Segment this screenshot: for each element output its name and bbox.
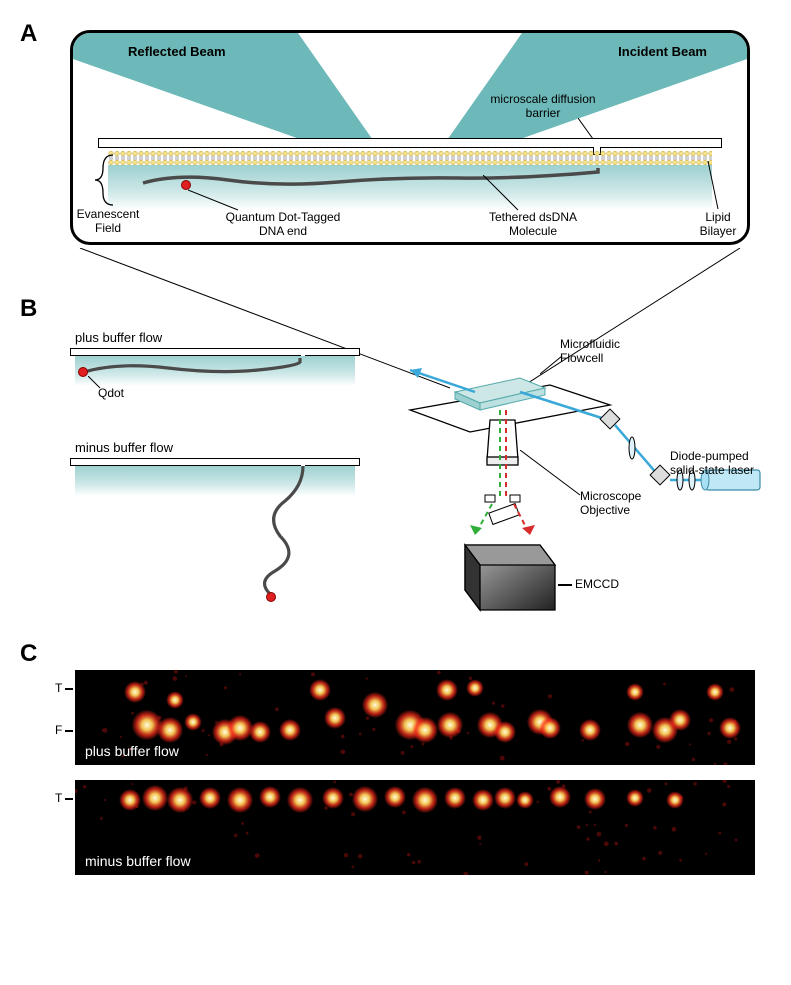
- tickline-t-minus: [65, 798, 73, 800]
- barrier-label: microscale diffusion barrier: [473, 93, 613, 121]
- tethered-label: Tethered dsDNA Molecule: [473, 211, 593, 239]
- glass-slide: [98, 138, 722, 148]
- plus-dna: [78, 358, 308, 388]
- c-minus-label: minus buffer flow: [85, 853, 191, 869]
- figure-root: A Reflected Beam Incident Beam microscal…: [20, 20, 771, 965]
- plus-slide: [70, 348, 360, 356]
- objective-label: Microscope Objective: [580, 490, 670, 518]
- tickline-t-plus: [65, 688, 73, 690]
- objective-leader: [520, 450, 585, 500]
- qdot-label: Quantum Dot-Tagged DNA end: [213, 211, 353, 239]
- minus-qdot: [266, 592, 276, 602]
- reflected-beam-label: Reflected Beam: [128, 45, 226, 60]
- camera-leader: [558, 584, 572, 586]
- tick-f-plus: F: [55, 723, 62, 737]
- c-plus-label: plus buffer flow: [85, 743, 179, 759]
- flowcell-leader: [540, 356, 565, 376]
- panel-label-a: A: [20, 20, 37, 48]
- minus-flow-title: minus buffer flow: [75, 440, 173, 455]
- camera-label: EMCCD: [575, 578, 635, 592]
- tick-t-plus: T: [55, 681, 62, 695]
- panel-a-box: Reflected Beam Incident Beam microscale …: [70, 30, 750, 245]
- plus-qdot: [78, 367, 88, 377]
- tickline-f-plus: [65, 730, 73, 732]
- evfield-brace: [93, 153, 123, 208]
- lipid-leader: [693, 161, 733, 211]
- panel-c-plus-image: plus buffer flow: [75, 670, 755, 765]
- panel-c-minus-image: minus buffer flow: [75, 780, 755, 875]
- incident-beam-label: Incident Beam: [618, 45, 707, 60]
- laser-label: Diode-pumped solid-state laser: [670, 450, 780, 478]
- lipid-label: Lipid Bilayer: [688, 211, 748, 239]
- lipid-bilayer: [108, 151, 712, 165]
- evfield-label: Evanescent Field: [70, 208, 148, 236]
- tethered-leader: [483, 175, 523, 213]
- minus-dna: [245, 466, 325, 606]
- plus-flow-title: plus buffer flow: [75, 330, 162, 345]
- panel-label-c: C: [20, 640, 37, 668]
- plus-qdot-leader: [88, 376, 108, 391]
- flowcell-label: Microfluidic Flowcell: [560, 338, 650, 366]
- panel-label-b: B: [20, 295, 37, 323]
- tick-t-minus: T: [55, 791, 62, 805]
- minus-slide: [70, 458, 360, 466]
